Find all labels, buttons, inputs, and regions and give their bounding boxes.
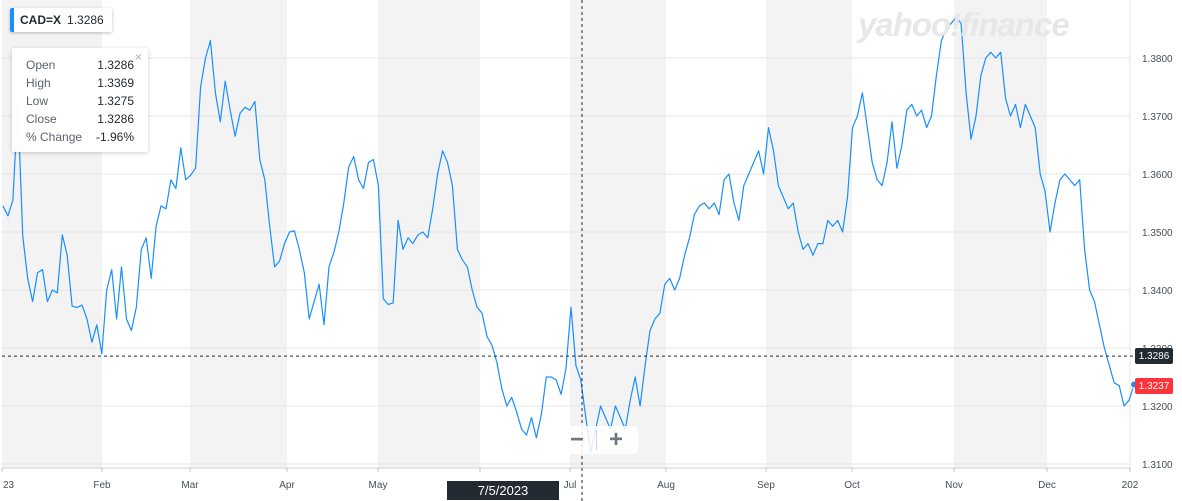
ohlc-row-change: % Change -1.96% — [12, 128, 148, 146]
x-tick-label: 202 — [1122, 480, 1139, 491]
ticker-symbol: CAD=X — [20, 13, 62, 27]
y-tick-label: 1.3800 — [1142, 54, 1173, 65]
y-tick-label: 1.3200 — [1142, 402, 1173, 413]
ohlc-value: 1.3369 — [97, 76, 134, 90]
ohlc-label: Close — [26, 112, 57, 126]
zoom-out-button[interactable]: − — [569, 426, 584, 453]
month-band — [287, 0, 378, 468]
crosshair-price-label: 1.3286 — [1135, 348, 1173, 364]
last-price-label: 1.3237 — [1135, 378, 1173, 394]
ohlc-row-open: Open 1.3286 — [12, 56, 148, 74]
month-band — [480, 0, 570, 468]
ohlc-label: High — [26, 76, 51, 90]
x-tick-label: Aug — [657, 480, 675, 491]
x-tick-label: 23 — [3, 480, 15, 491]
month-band — [766, 0, 852, 468]
yahoo-finance-watermark: yahoo!finance — [858, 6, 1070, 43]
month-band — [666, 0, 766, 468]
y-tick-label: 1.3400 — [1142, 286, 1173, 297]
x-tick-label: May — [369, 480, 388, 491]
close-icon[interactable]: × — [134, 50, 142, 64]
month-band — [852, 0, 954, 468]
x-tick-label: Jul — [564, 480, 577, 491]
month-band — [190, 0, 287, 468]
ohlc-value: 1.3286 — [97, 58, 134, 72]
ohlc-value: 1.3286 — [97, 112, 134, 126]
x-tick-label: Sep — [757, 480, 775, 491]
x-tick-label: Nov — [945, 480, 963, 491]
ticker-price: 1.3286 — [67, 13, 104, 27]
ohlc-row-close: Close 1.3286 — [12, 110, 148, 128]
ohlc-row-low: Low 1.3275 — [12, 92, 148, 110]
y-tick-label: 1.3100 — [1142, 460, 1173, 471]
month-band — [378, 0, 480, 468]
x-tick-label: Oct — [844, 480, 860, 491]
ticker-tag: CAD=X 1.3286 — [10, 8, 112, 32]
zoom-divider — [596, 430, 597, 450]
x-tick-label: Mar — [181, 480, 199, 491]
x-tick-label: Apr — [279, 480, 295, 491]
ohlc-label: Low — [26, 94, 49, 108]
ohlc-tooltip: × Open 1.3286 High 1.3369 Low 1.3275 Close 1… — [12, 48, 148, 152]
x-tick-label: Feb — [93, 480, 111, 491]
month-band — [954, 0, 1047, 468]
month-band — [570, 0, 666, 468]
ohlc-label: % Change — [26, 130, 83, 144]
x-tick-label: Dec — [1038, 480, 1056, 491]
ohlc-label: Open — [26, 58, 56, 72]
crosshair-date-label: 7/5/2023 — [447, 481, 559, 500]
zoom-in-button[interactable]: + — [608, 426, 623, 453]
ticker-color-bar — [10, 8, 14, 32]
price-line[interactable] — [2, 16, 1135, 453]
ohlc-value: -1.96% — [95, 130, 134, 144]
y-tick-label: 1.3600 — [1142, 170, 1173, 181]
zoom-controls: − + — [558, 426, 638, 454]
y-tick-label: 1.3500 — [1142, 228, 1173, 239]
ohlc-value: 1.3275 — [97, 94, 134, 108]
month-band — [1047, 0, 1130, 468]
y-tick-label: 1.3700 — [1142, 112, 1173, 123]
ohlc-row-high: High 1.3369 — [12, 74, 148, 92]
